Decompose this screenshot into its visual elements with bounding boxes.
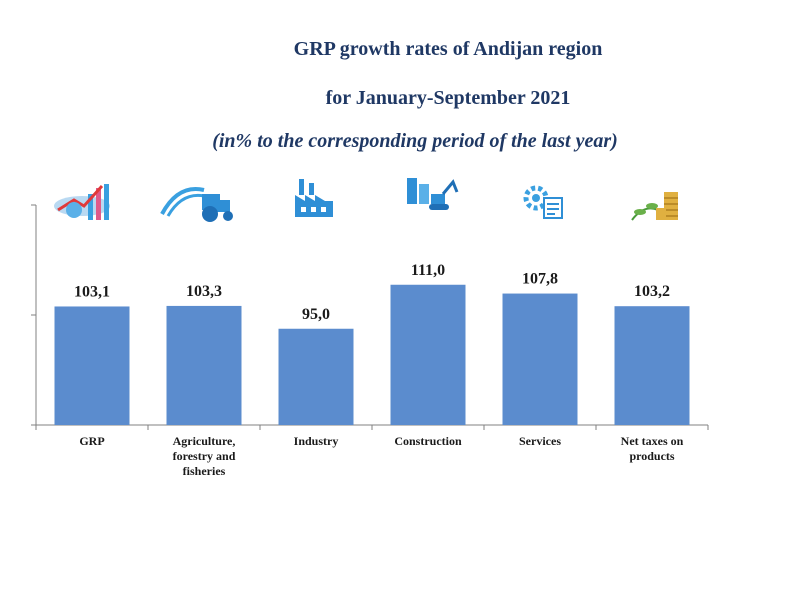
data-label: 107,8 (522, 271, 558, 288)
tractor-icon (160, 187, 233, 222)
growth-chart-icon (54, 184, 110, 220)
bar (502, 293, 578, 425)
x-tick-label-line: products (629, 449, 674, 463)
bar (278, 328, 354, 425)
x-tick-labels-group: GRP Agriculture, forestry and fisheries Indu… (79, 434, 683, 478)
x-tick-label: Agriculture, forestry and fisheries (173, 434, 236, 478)
chart-title-line-2: for January-September 2021 (325, 87, 571, 109)
bar (54, 306, 130, 425)
x-tick-label-line: Net taxes on (621, 434, 684, 448)
crane-icon (407, 178, 459, 210)
bar (614, 306, 690, 425)
x-tick-label-line: fisheries (183, 464, 226, 478)
data-label: 103,2 (634, 283, 670, 300)
data-label: 103,1 (74, 283, 110, 300)
bar (166, 305, 242, 425)
bars-group (54, 284, 690, 425)
x-tick-label: Industry (294, 434, 339, 448)
x-tick-label-line: Services (519, 434, 561, 448)
x-tick-label-line: forestry and (173, 449, 236, 463)
data-label: 111,0 (411, 262, 445, 279)
data-label: 95,0 (302, 306, 330, 323)
x-tick-label-line: GRP (79, 434, 104, 448)
x-tick-label-line: Construction (394, 434, 462, 448)
data-label: 103,3 (186, 283, 222, 300)
x-tick-label: Net taxes on products (621, 434, 684, 463)
chart-axes (31, 204, 709, 430)
chart-subtitle: (in% to the corresponding period of the … (212, 130, 618, 152)
x-tick-label: Construction (394, 434, 462, 448)
x-tick-label: Services (519, 434, 561, 448)
data-labels-group: 103,1 103,3 95,0 111,0 107,8 103,2 (74, 262, 670, 323)
gear-checklist-icon (523, 185, 563, 219)
coins-plant-icon (631, 192, 678, 221)
x-tick-label-line: Industry (294, 434, 339, 448)
x-tick-label-line: Agriculture, (173, 434, 236, 448)
bar (390, 284, 466, 425)
x-tick-label: GRP (79, 434, 104, 448)
chart-title-line-1: GRP growth rates of Andijan region (293, 38, 603, 60)
factory-icon (295, 179, 333, 217)
